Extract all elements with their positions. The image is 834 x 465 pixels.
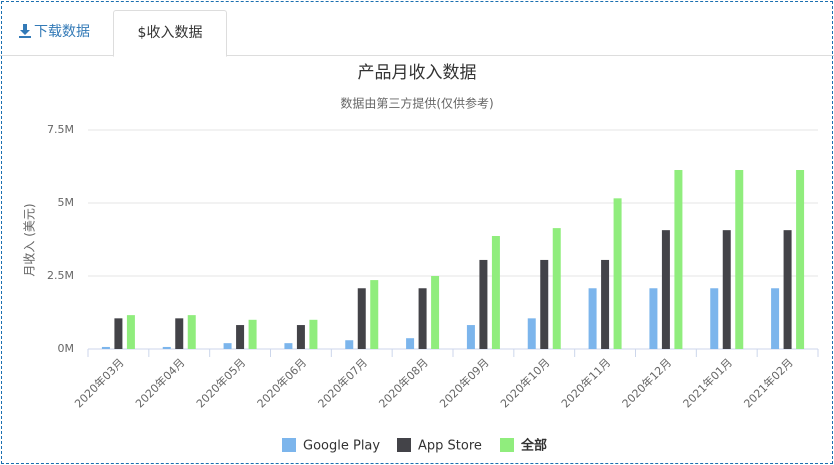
tab-label: 下载数据 [34, 24, 90, 40]
tab-bar: 下载数据 $收入数据 [0, 10, 834, 57]
tab-label: $收入数据 [137, 25, 203, 41]
download-icon [19, 24, 31, 38]
tab[interactable]: $收入数据 [113, 10, 227, 57]
tab[interactable]: 下载数据 [18, 10, 90, 54]
